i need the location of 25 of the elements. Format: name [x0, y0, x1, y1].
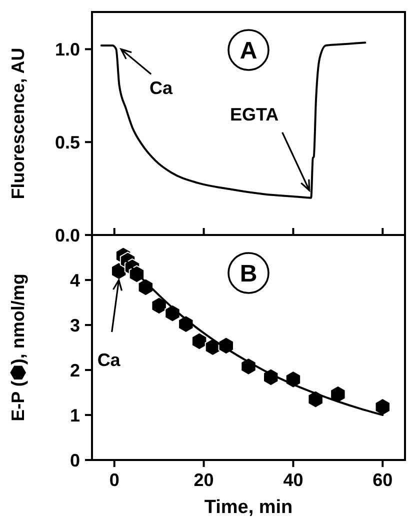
annotation: Ca — [97, 350, 122, 370]
point — [308, 390, 324, 408]
y-tick-label: 3 — [70, 315, 80, 336]
point — [374, 398, 391, 416]
annotation: EGTA — [230, 104, 279, 124]
y-tick-label: 0 — [70, 450, 80, 470]
y-tick-label: 4 — [70, 270, 80, 290]
annotation: A — [240, 38, 258, 65]
y-tick-label: 0.5 — [54, 132, 80, 152]
y-tick-label: 1.0 — [54, 39, 80, 60]
x-tick-label: 20 — [194, 470, 214, 490]
annotation: B — [240, 260, 258, 288]
y-tick-label: 0.0 — [54, 225, 80, 246]
point — [191, 332, 208, 350]
annotation: Ca — [150, 78, 174, 98]
line-series — [100, 42, 366, 199]
y-tick-label: 1 — [70, 405, 80, 426]
y-tick-label: 2 — [70, 360, 80, 380]
x-tick-label: 40 — [283, 470, 304, 490]
point — [151, 296, 167, 315]
x-tick-label: 60 — [372, 470, 393, 490]
x-tick-label: 0 — [109, 470, 120, 490]
y-axis-title: Fluorescence, AU — [8, 48, 28, 200]
x-axis-title: Time, min — [204, 497, 293, 518]
y-axis-title: E-P (⬢), nmol/mg — [8, 274, 28, 422]
